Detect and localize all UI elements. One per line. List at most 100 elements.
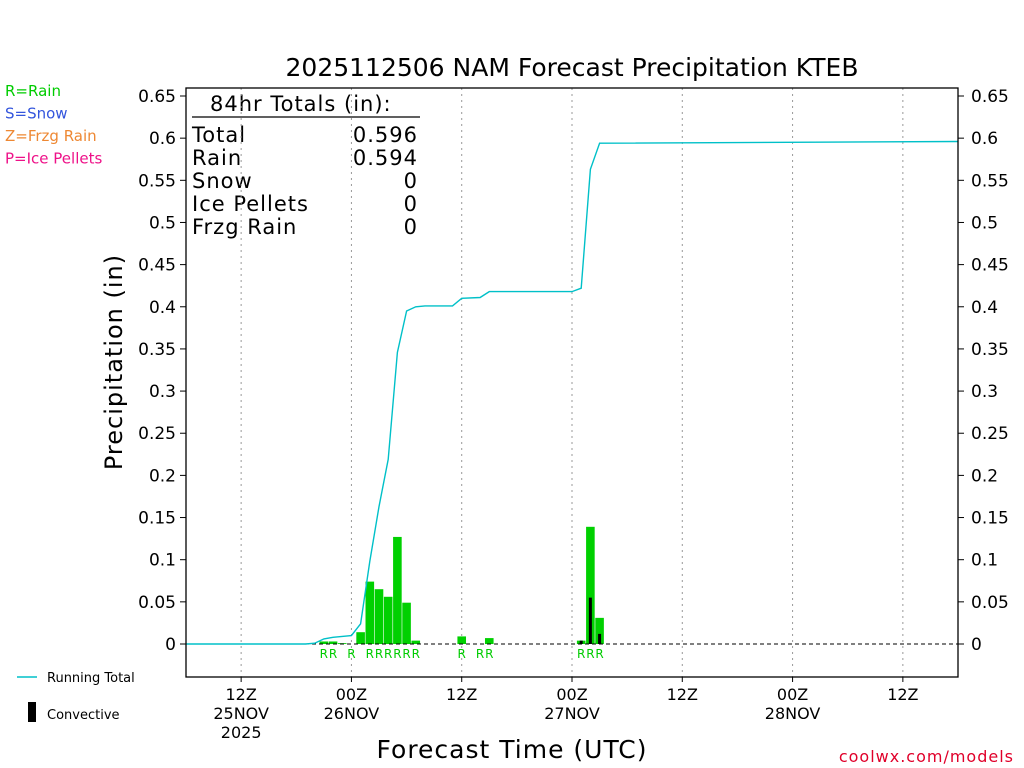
precip-type-label: R <box>412 647 420 661</box>
y-tick-label-right: 0.35 <box>971 340 1009 360</box>
totals-label: Rain <box>192 146 242 170</box>
y-tick-label-right: 0.55 <box>971 171 1009 191</box>
y-tick-label-right: 0.3 <box>971 382 998 402</box>
y-tick-label-right: 0.45 <box>971 256 1009 276</box>
legend-type-entry: R=Rain <box>5 82 61 100</box>
y-tick-label-left: 0.65 <box>138 87 176 107</box>
precip-type-label: R <box>366 647 374 661</box>
totals-header: 84hr Totals (in): <box>210 92 392 116</box>
y-tick-label-right: 0.05 <box>971 593 1009 613</box>
y-tick-label-left: 0.15 <box>138 509 176 529</box>
precip-bar <box>586 526 595 644</box>
precip-type-label: R <box>586 647 594 661</box>
x-tick-label: 2025 <box>221 723 262 742</box>
y-tick-label-right: 0.4 <box>971 298 998 318</box>
running-total-line <box>186 140 959 645</box>
y-tick-label-left: 0.5 <box>149 213 176 233</box>
precip-type-label: R <box>485 647 493 661</box>
x-axis-label: Forecast Time (UTC) <box>377 735 648 764</box>
legend-type-entry: P=Ice Pellets <box>5 150 102 168</box>
totals-value: 0 <box>404 215 418 239</box>
precip-type-label: R <box>320 647 328 661</box>
y-tick-label-left: 0.05 <box>138 593 176 613</box>
y-tick-label-right: 0.2 <box>971 466 998 486</box>
precip-type-label: R <box>402 647 410 661</box>
y-tick-label-left: 0 <box>165 635 176 655</box>
precip-type-label: R <box>384 647 392 661</box>
precip-type-legend: R=Rain S=Snow Z=Frzg Rain P=Ice Pellets <box>5 82 102 168</box>
y-tick-label-left: 0.4 <box>149 298 176 318</box>
totals-value: 0 <box>404 192 418 216</box>
y-tick-label-right: 0.15 <box>971 509 1009 529</box>
precip-bar <box>328 641 338 644</box>
y-tick-label-right: 0.5 <box>971 213 998 233</box>
precip-type-label: R <box>393 647 401 661</box>
precip-type-label: R <box>595 647 603 661</box>
totals-label: Frzg Rain <box>192 215 297 239</box>
precip-type-label: R <box>347 647 355 661</box>
y-tick-label-right: 0 <box>971 635 982 655</box>
convective-bar <box>588 597 592 644</box>
legend-type-entry: S=Snow <box>5 105 68 123</box>
totals-rows: Total 0.596 Rain 0.594 Snow 0 Ice Pellets 0 Frzg… <box>191 123 418 239</box>
x-tick-label: 12Z <box>225 685 256 704</box>
y-tick-label-left: 0.45 <box>138 256 176 276</box>
totals-box: 84hr Totals (in): Total 0.596 Rain 0.594 Sno… <box>191 92 420 239</box>
totals-label: Total <box>191 123 246 147</box>
precip-bar <box>319 641 329 644</box>
precip-bar <box>374 589 384 644</box>
y-tick-label-right: 0.1 <box>971 551 998 571</box>
y-tick-label-left: 0.25 <box>138 424 176 444</box>
convective-swatch <box>28 702 36 722</box>
x-tick-label: 12Z <box>887 685 918 704</box>
precip-bar <box>595 617 604 644</box>
precip-bar <box>484 638 494 644</box>
precip-type-label: R <box>329 647 337 661</box>
x-tick-label: 12Z <box>446 685 477 704</box>
y-tick-label-left: 0.1 <box>149 551 176 571</box>
precip-type-label: R <box>476 647 484 661</box>
totals-label: Snow <box>192 169 253 193</box>
y-tick-label-right: 0.25 <box>971 424 1009 444</box>
precip-bar <box>356 632 365 644</box>
x-tick-label: 26NOV <box>324 704 380 723</box>
y-tick-label-left: 0.2 <box>149 466 176 486</box>
x-tick-label: 00Z <box>336 685 367 704</box>
precip-bar <box>393 536 402 644</box>
credit-text: coolwx.com/models <box>839 747 1014 766</box>
legend-convective-label: Convective <box>47 708 120 723</box>
totals-value: 0.594 <box>353 146 418 170</box>
y-tick-label-left: 0.3 <box>149 382 176 402</box>
precip-type-label: R <box>458 647 466 661</box>
precip-type-label: R <box>375 647 383 661</box>
y-axis-right: 0.65 0.6 0.55 0.5 0.45 0.4 0.35 0.3 0.25 0.2 0.15 0… <box>958 87 1009 655</box>
y-tick-label-right: 0.6 <box>971 129 998 149</box>
precip-bar <box>365 581 375 644</box>
x-tick-label: 28NOV <box>765 704 821 723</box>
precip-bar <box>411 640 421 644</box>
legend-running-total-label: Running Total <box>47 671 135 686</box>
totals-label: Ice Pellets <box>192 192 309 216</box>
y-tick-label-left: 0.6 <box>149 129 176 149</box>
y-axis-left: 0.65 0.6 0.55 0.5 0.45 0.4 0.35 0.3 0.25 0.2 0.15 0… <box>138 87 186 655</box>
precip-bar <box>383 596 393 644</box>
y-axis-label: Precipitation (in) <box>100 254 128 470</box>
y-tick-label-left: 0.35 <box>138 340 176 360</box>
x-tick-label: 12Z <box>667 685 698 704</box>
convective-bar <box>598 633 602 644</box>
x-tick-label: 00Z <box>556 685 587 704</box>
precip-type-label: R <box>577 647 585 661</box>
series-legend: Running Total Convective <box>17 671 135 723</box>
convective-bar <box>579 640 583 644</box>
totals-value: 0.596 <box>353 123 418 147</box>
x-tick-label: 25NOV <box>213 704 269 723</box>
vertical-gridlines <box>240 88 904 677</box>
precip-bar <box>457 636 467 644</box>
x-tick-label: 00Z <box>777 685 808 704</box>
chart-title: 2025112506 NAM Forecast Precipitation KT… <box>286 53 859 82</box>
y-tick-label-right: 0.65 <box>971 87 1009 107</box>
